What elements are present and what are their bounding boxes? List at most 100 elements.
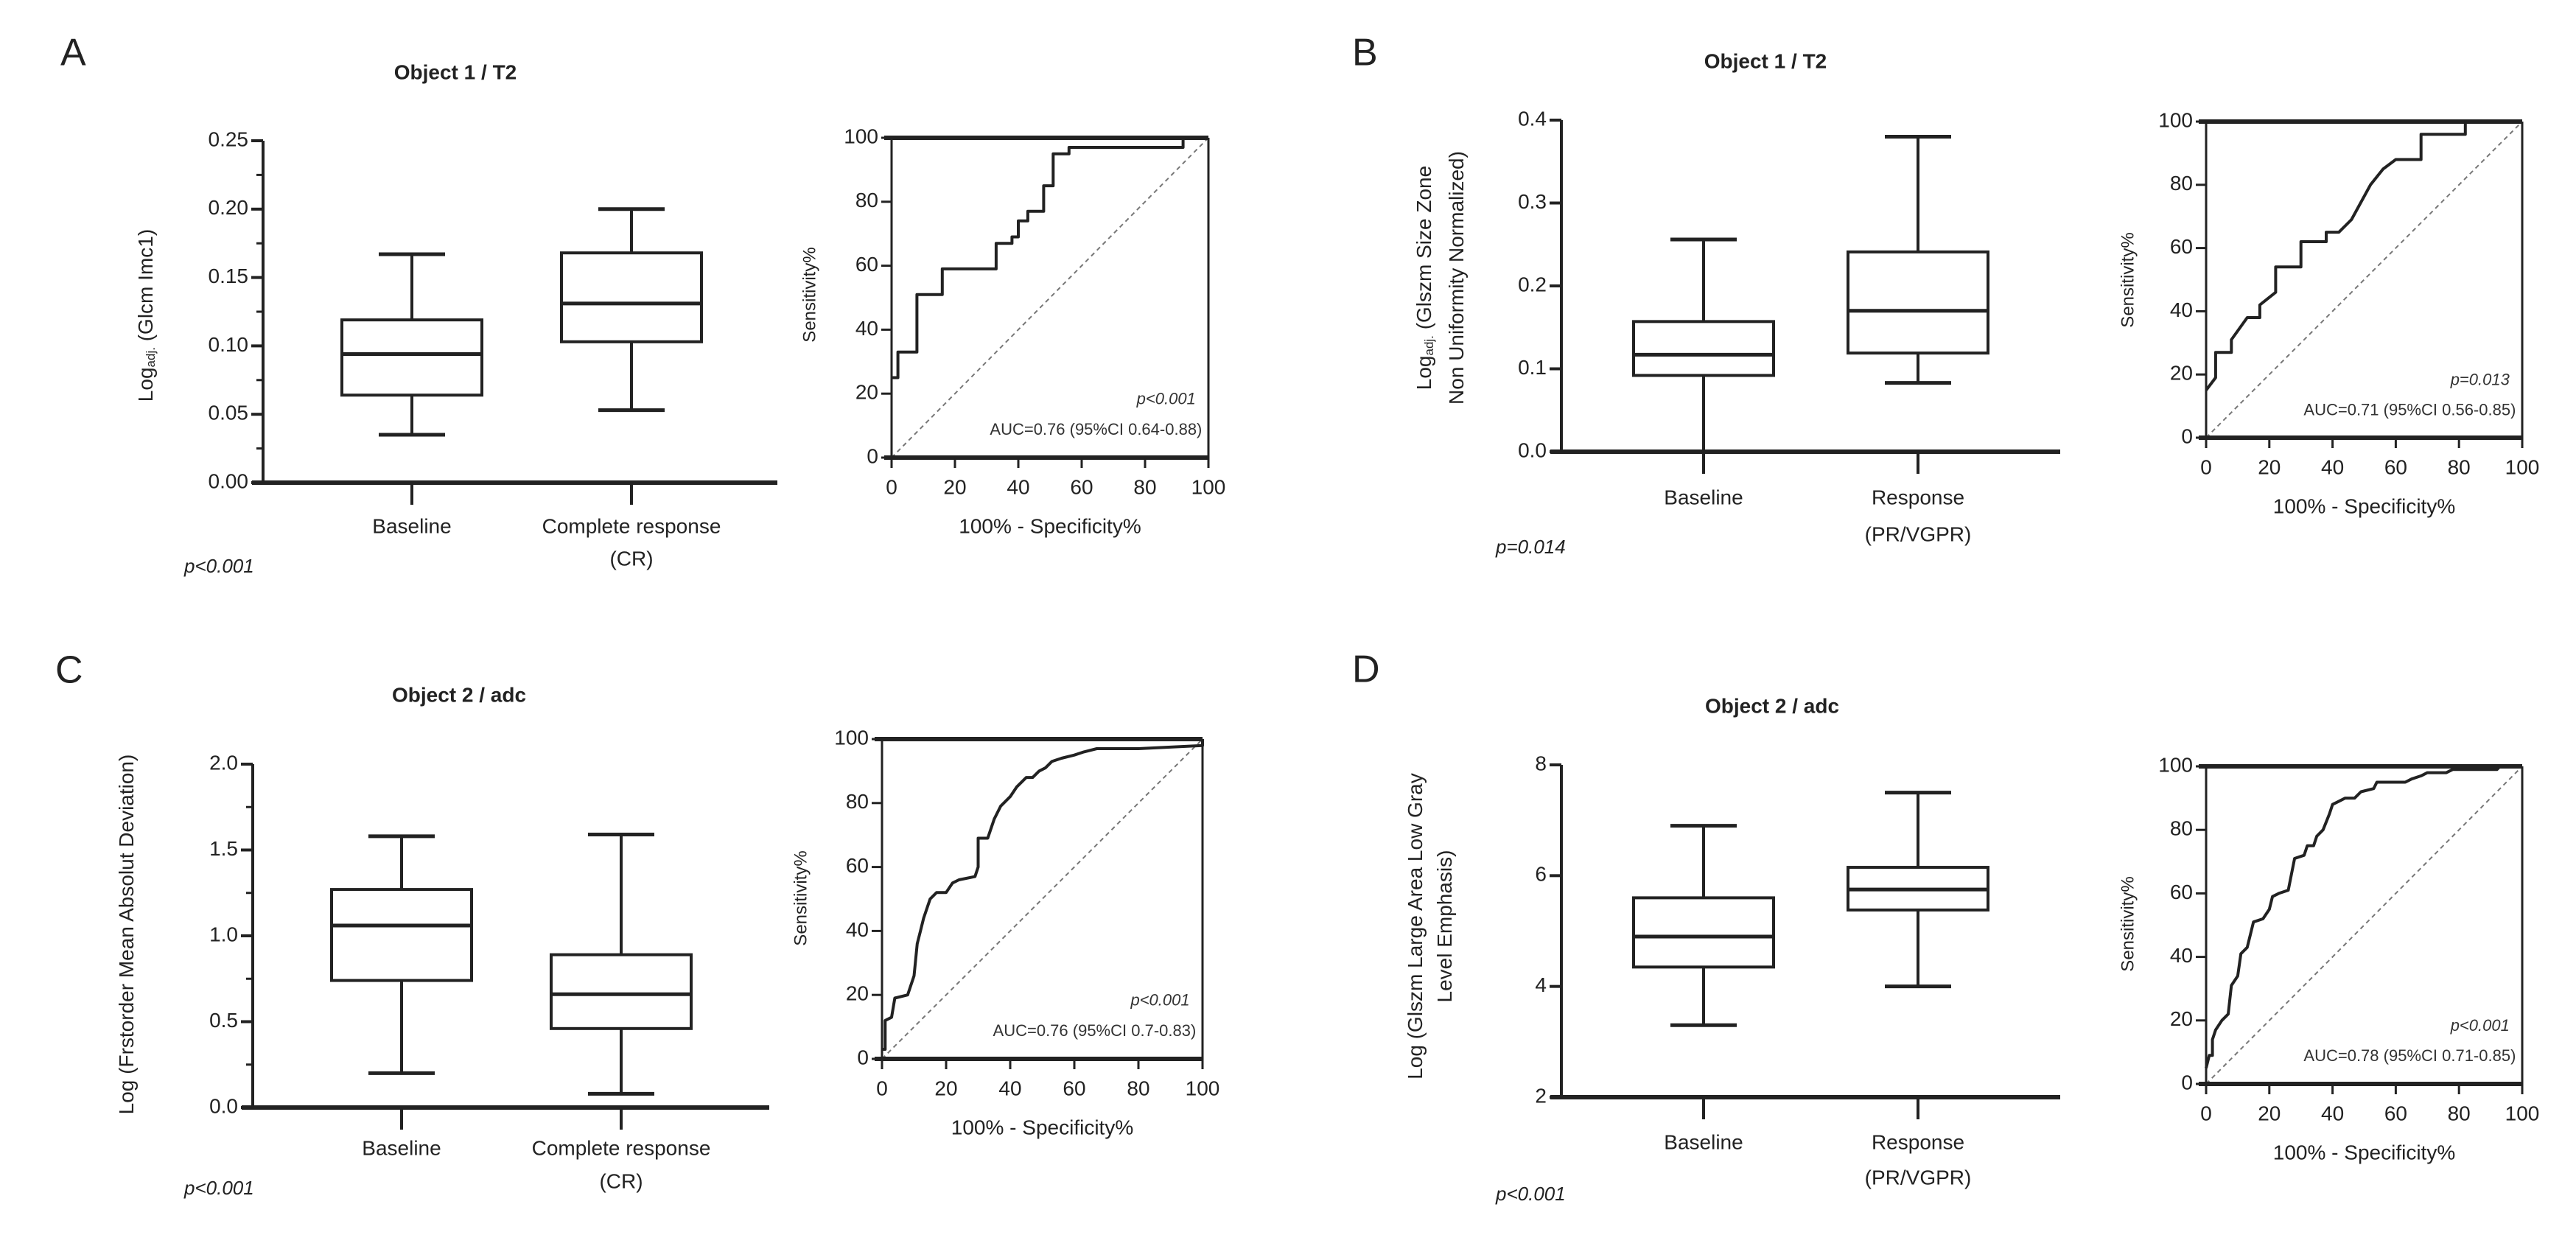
roc-auc-label: AUC=0.76 (95%CI 0.7-0.83) — [993, 1021, 1197, 1040]
panel-title: Object 2 / adc — [392, 683, 526, 706]
roc-x-tick-label: 40 — [2321, 455, 2344, 478]
reference-diagonal — [891, 137, 1209, 458]
roc-y-tick-label: 0 — [2181, 424, 2193, 447]
box-plot: 0.0 0.5 1.0 1.5 2.0 Log (Frstorder Mean Absol… — [115, 751, 769, 1199]
roc-y-tick-label: 0 — [2181, 1071, 2193, 1094]
roc-curve-chart: 00 20 20 40 40 60 60 80 80 100 100 100% - Specifici… — [2118, 753, 2539, 1164]
y-axis-label-text: Log (Glszm Large Area Low Gray — [1404, 773, 1427, 1080]
panel-title: Object 2 / adc — [1705, 694, 1839, 717]
roc-y-tick-label: 100 — [2158, 108, 2193, 131]
roc-auc-label: AUC=0.76 (95%CI 0.64-0.88) — [990, 420, 1202, 438]
iqr-box — [1632, 896, 1775, 969]
roc-y-tick-label: 20 — [2170, 1007, 2193, 1030]
roc-y-axis-label: Sensitivity% — [791, 850, 811, 945]
roc-x-tick-label: 40 — [1007, 475, 1029, 498]
y-axis-label-text: Level Emphasis) — [1433, 850, 1456, 1003]
iqr-box — [340, 318, 483, 397]
roc-y-tick-label: 0 — [857, 1046, 869, 1068]
y-tick-label: 0.5 — [209, 1009, 238, 1032]
y-tick-label: 0.25 — [209, 127, 249, 150]
y-tick-label: 0.4 — [1518, 107, 1547, 130]
panel-d: D Object 2 / adc 2 4 6 8 Log (Glszm Large Area… — [1352, 648, 2539, 1205]
roc-x-tick-label: 100 — [2505, 455, 2540, 478]
y-tick-label: 0.05 — [209, 402, 249, 424]
panel-title: Object 1 / T2 — [394, 60, 517, 83]
panel-letter: A — [60, 32, 86, 74]
roc-p-value: p<0.001 — [1130, 991, 1189, 1010]
panel-b: B Object 1 / T2 0.0 0.1 0.2 0.3 0.4 Logadj. (Gl… — [1352, 32, 2539, 558]
y-axis-label-text: Log — [134, 367, 157, 402]
y-axis-label: Log (Glszm Large Area Low Gray — [1404, 773, 1427, 1080]
roc-p-value: p<0.001 — [2450, 1016, 2510, 1035]
reference-diagonal — [2205, 766, 2523, 1085]
category-label: Baseline — [1664, 1130, 1743, 1153]
roc-x-tick-label: 80 — [2448, 1102, 2471, 1124]
y-tick-label: 0.20 — [209, 196, 249, 219]
y-tick-label: 0.1 — [1518, 356, 1547, 379]
roc-curve-chart: 00 20 20 40 40 60 60 80 80 100 100 100% - Specifici… — [2118, 108, 2539, 517]
roc-x-axis-label: 100% - Specificity% — [2273, 1141, 2455, 1164]
roc-y-tick-label: 40 — [855, 317, 878, 340]
roc-x-tick-label: 60 — [1070, 475, 1093, 498]
roc-p-value: p<0.001 — [1136, 390, 1196, 408]
roc-x-axis-label: 100% - Specificity% — [959, 514, 1141, 537]
box-plot: 0.0 0.1 0.2 0.3 0.4 Logadj. (Glszm Size Zone N… — [1413, 107, 2060, 558]
roc-y-tick-label: 20 — [855, 381, 878, 404]
roc-y-tick-label: 80 — [2170, 817, 2193, 840]
y-tick-label: 8 — [1535, 752, 1547, 774]
y-tick-label: 0.00 — [209, 469, 249, 492]
roc-x-tick-label: 0 — [2200, 455, 2212, 478]
roc-curve-line — [892, 136, 1208, 379]
roc-x-tick-label: 60 — [2384, 455, 2407, 478]
roc-y-tick-label: 100 — [2158, 753, 2193, 776]
roc-y-tick-label: 60 — [855, 253, 878, 276]
category-label: (PR/VGPR) — [1865, 522, 1972, 545]
box-response: Response (PR/VGPR) — [1847, 135, 1989, 545]
roc-curve-chart: 00 20 20 40 40 60 60 80 80 100 100 100% - Specifici… — [799, 125, 1225, 537]
roc-curve-line — [882, 739, 1204, 1051]
y-axis-label-subscript: adj. — [144, 347, 158, 367]
y-axis-label: Log (Frstorder Mean Absolut Deviation) — [115, 755, 138, 1115]
box-p-value: p=0.014 — [1495, 536, 1566, 558]
roc-x-tick-label: 40 — [998, 1077, 1021, 1099]
y-tick-label: 0.0 — [1518, 438, 1547, 461]
roc-auc-label: AUC=0.78 (95%CI 0.71-0.85) — [2303, 1046, 2516, 1065]
category-label: (CR) — [609, 547, 653, 570]
roc-x-axis-label: 100% - Specificity% — [2273, 494, 2455, 517]
roc-x-tick-label: 80 — [1127, 1077, 1149, 1099]
roc-y-tick-label: 60 — [2170, 881, 2193, 903]
y-tick-label: 4 — [1535, 973, 1547, 996]
y-axis-label-text: Log — [1413, 355, 1435, 390]
y-axis-label: Logadj. (Glcm Imc1) — [134, 229, 158, 402]
roc-auc-label: AUC=0.71 (95%CI 0.56-0.85) — [2303, 400, 2516, 419]
roc-x-tick-label: 20 — [934, 1077, 957, 1099]
roc-x-tick-label: 60 — [2384, 1102, 2407, 1124]
panel-c: C Object 2 / adc 0.0 0.5 1.0 1.5 2.0 Log (Frsto… — [55, 649, 1219, 1199]
iqr-box — [560, 251, 703, 343]
y-tick-label: 0.3 — [1518, 190, 1547, 213]
roc-curve-line — [2205, 120, 2522, 391]
roc-y-axis-label: Sensitivity% — [799, 247, 819, 342]
iqr-box — [330, 888, 473, 982]
category-label: Baseline — [372, 514, 451, 537]
category-label: (CR) — [599, 1169, 643, 1192]
iqr-box — [1847, 250, 1989, 355]
roc-curve-line — [2205, 765, 2522, 1068]
y-tick-label: 2.0 — [209, 751, 238, 774]
box-baseline: Baseline — [340, 252, 483, 537]
category-label: Complete response — [542, 514, 721, 537]
roc-y-tick-label: 40 — [2170, 944, 2193, 967]
y-tick-label: 2 — [1535, 1084, 1547, 1107]
category-label: (PR/VGPR) — [1865, 1166, 1972, 1189]
roc-x-tick-label: 80 — [2448, 455, 2471, 478]
roc-x-tick-label: 100 — [2505, 1102, 2540, 1124]
y-axis-label: Non Uniformity Normalized) — [1445, 151, 1468, 405]
roc-y-tick-label: 20 — [846, 982, 869, 1005]
category-label: Response — [1872, 486, 1964, 508]
roc-x-tick-label: 20 — [2258, 455, 2281, 478]
y-axis-label-text: (Glcm Imc1) — [134, 229, 157, 347]
box-plot: 2 4 6 8 Log (Glszm Large Area Low Gray Level … — [1404, 752, 2060, 1205]
box-baseline: Baseline — [1632, 824, 1775, 1153]
roc-x-tick-label: 0 — [2200, 1102, 2212, 1124]
